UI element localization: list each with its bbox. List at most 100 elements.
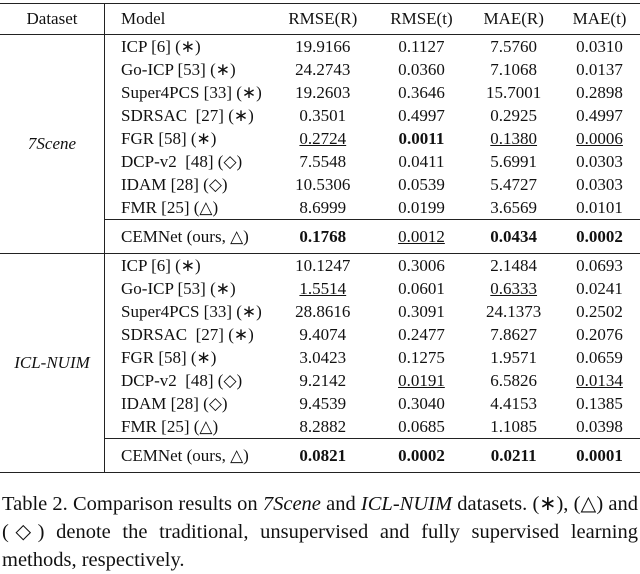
value-cell: 0.0191 (398, 370, 445, 390)
model-cell: SDRSAC [27] (∗) (121, 324, 254, 344)
value-cell: 4.4153 (490, 393, 538, 413)
dataset-cell: ICL-NUIM (0, 253, 105, 473)
data-row: FMR [25] (△) 8.6999 0.0199 3.6569 0.0101 (0, 196, 640, 220)
value-cell: 0.0002 (374, 438, 469, 473)
ours-row: CEMNet (ours, △) 0.1768 0.0012 0.0434 0.0002 (0, 219, 640, 254)
model-cell: Super4PCS [33] (∗) (121, 301, 262, 321)
header-cell: MAE(t) (559, 3, 640, 35)
value-cell: 0.3646 (398, 82, 445, 102)
value-cell: 5.4727 (490, 174, 538, 194)
value-cell: 3.0423 (299, 347, 347, 367)
value-cell: 0.2724 (299, 128, 347, 148)
model-cell: ICP [6] (∗) (121, 255, 201, 275)
value-cell: 9.4539 (299, 393, 347, 413)
value-cell: 0.4997 (576, 105, 623, 125)
value-cell: 0.2502 (576, 301, 623, 321)
model-cell: Go-ICP [53] (∗) (121, 278, 236, 298)
value-cell: 0.0360 (398, 59, 445, 79)
value-cell: 0.3040 (398, 393, 445, 413)
value-cell: 19.9166 (295, 36, 351, 56)
model-cell: DCP-v2 [48] (◇) (121, 370, 243, 390)
data-row: Super4PCS [33] (∗) 28.8616 0.3091 24.1373 0.… (0, 300, 640, 323)
value-cell: 0.0303 (576, 151, 623, 171)
data-row: DCP-v2 [48] (◇) 7.5548 0.0411 5.6991 0.0303 (0, 150, 640, 173)
value-cell: 7.5760 (490, 36, 538, 56)
value-cell: 0.2076 (576, 324, 623, 344)
value-cell: 0.1275 (398, 347, 445, 367)
value-cell: 0.0241 (576, 278, 623, 298)
dataset-cell: 7Scene (0, 34, 105, 254)
header-cell: Model (104, 3, 271, 35)
model-cell: CEMNet (ours, △) (104, 438, 271, 473)
caption-dataset: ICL-NUIM (360, 493, 453, 515)
ours-row: CEMNet (ours, △) 0.0821 0.0002 0.0211 0.0001 (0, 438, 640, 473)
value-cell: 0.0693 (576, 255, 623, 275)
value-cell: 0.0001 (559, 438, 640, 473)
data-row: SDRSAC [27] (∗) 0.3501 0.4997 0.2925 0.4997 (0, 104, 640, 127)
page: Dataset Model RMSE(R) RMSE(t) MAE(R) MAE(t) 7S… (0, 3, 640, 571)
value-cell: 0.0303 (576, 174, 623, 194)
value-cell: 0.0685 (398, 416, 445, 436)
header-cell: Dataset (0, 3, 105, 35)
value-cell: 0.0434 (468, 219, 560, 254)
value-cell: 0.2898 (576, 82, 623, 102)
model-cell: Go-ICP [53] (∗) (121, 59, 236, 79)
value-cell: 7.8627 (490, 324, 538, 344)
caption-text: and (320, 493, 361, 515)
value-cell: 0.0411 (398, 151, 445, 171)
model-cell: FMR [25] (△) (121, 416, 219, 436)
value-cell: 1.9571 (490, 347, 538, 367)
value-cell: 6.5826 (490, 370, 538, 390)
results-table: Dataset Model RMSE(R) RMSE(t) MAE(R) MAE(t) 7S… (0, 3, 640, 473)
value-cell: 0.0310 (576, 36, 623, 56)
value-cell: 0.0137 (576, 59, 623, 79)
data-row: IDAM [28] (◇) 9.4539 0.3040 4.4153 0.1385 (0, 392, 640, 415)
model-cell: CEMNet (ours, △) (104, 219, 271, 254)
value-cell: 0.0398 (576, 416, 623, 436)
value-cell: 10.5306 (295, 174, 351, 194)
data-row: IDAM [28] (◇) 10.5306 0.0539 5.4727 0.0303 (0, 173, 640, 196)
value-cell: 0.0006 (576, 128, 623, 148)
model-cell: SDRSAC [27] (∗) (121, 105, 254, 125)
value-cell: 0.2477 (398, 324, 445, 344)
data-row: 7Scene ICP [6] (∗) 19.9166 0.1127 7.5760 0.03… (0, 34, 640, 254)
data-row: Go-ICP [53] (∗) 24.2743 0.0360 7.1068 0.0137 (0, 58, 640, 81)
value-cell: 7.5548 (299, 151, 347, 171)
value-cell: 0.0199 (398, 197, 445, 217)
value-cell: 0.0821 (271, 438, 375, 473)
value-cell: 19.2603 (295, 82, 351, 102)
value-cell: 0.0601 (398, 278, 445, 298)
data-row: Super4PCS [33] (∗) 19.2603 0.3646 15.7001 0.… (0, 81, 640, 104)
caption-dataset: 7Scene (262, 493, 321, 515)
model-cell: FMR [25] (△) (121, 197, 219, 217)
value-cell: 0.0539 (398, 174, 445, 194)
value-cell: 0.0012 (374, 219, 469, 254)
value-cell: 0.0011 (398, 128, 445, 148)
value-cell: 15.7001 (486, 82, 542, 102)
value-cell: 0.1380 (490, 128, 538, 148)
value-cell: 0.3501 (299, 105, 347, 125)
value-cell: 24.2743 (295, 59, 351, 79)
value-cell: 9.4074 (299, 324, 347, 344)
value-cell: 28.8616 (295, 301, 351, 321)
value-cell: 10.1247 (295, 255, 351, 275)
value-cell: 9.2142 (299, 370, 347, 390)
value-cell: 7.1068 (490, 59, 538, 79)
value-cell: 0.0134 (576, 370, 623, 390)
value-cell: 0.0659 (576, 347, 623, 367)
header-row: Dataset Model RMSE(R) RMSE(t) MAE(R) MAE(t) (0, 3, 640, 35)
value-cell: 0.1385 (576, 393, 623, 413)
data-row: ICL-NUIM ICP [6] (∗) 10.1247 0.3006 2.1484 0.… (0, 253, 640, 473)
data-row: Go-ICP [53] (∗) 1.5514 0.0601 0.6333 0.0241 (0, 277, 640, 300)
caption: Table 2. Comparison results on 7Scene an… (2, 490, 638, 574)
data-row: SDRSAC [27] (∗) 9.4074 0.2477 7.8627 0.2076 (0, 323, 640, 346)
value-cell: 0.3091 (398, 301, 445, 321)
value-cell: 2.1484 (490, 255, 538, 275)
value-cell: 5.6991 (490, 151, 538, 171)
model-cell: IDAM [28] (◇) (121, 393, 228, 413)
value-cell: 0.0002 (559, 219, 640, 254)
value-cell: 0.1127 (398, 36, 445, 56)
model-cell: FGR [58] (∗) (121, 128, 217, 148)
caption-text: Table 2. Comparison results on (2, 493, 263, 515)
data-row: FGR [58] (∗) 0.2724 0.0011 0.1380 0.0006 (0, 127, 640, 150)
